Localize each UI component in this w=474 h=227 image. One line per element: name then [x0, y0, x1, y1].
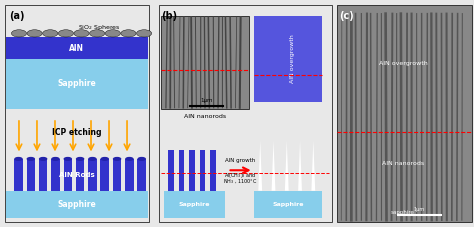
Bar	[337, 5, 472, 222]
Circle shape	[51, 157, 60, 161]
Polygon shape	[311, 141, 315, 191]
Circle shape	[88, 157, 97, 161]
Bar	[210, 150, 216, 191]
Circle shape	[43, 30, 58, 37]
Bar	[179, 150, 184, 191]
Bar	[6, 191, 148, 218]
Bar	[189, 150, 195, 191]
Text: SiO$_2$ Spheres: SiO$_2$ Spheres	[78, 23, 121, 32]
Text: sapphire: sapphire	[391, 210, 415, 215]
Text: (c): (c)	[339, 11, 354, 21]
Text: AlN overgrowth: AlN overgrowth	[290, 35, 295, 83]
Circle shape	[121, 30, 136, 37]
Bar	[168, 150, 174, 191]
Bar	[39, 159, 47, 191]
Text: AlN overgrowth: AlN overgrowth	[379, 61, 427, 66]
Circle shape	[74, 30, 89, 37]
Bar	[88, 159, 97, 191]
Bar	[5, 5, 149, 222]
Polygon shape	[258, 141, 262, 191]
Circle shape	[90, 30, 105, 37]
Text: AlN Rods: AlN Rods	[59, 172, 95, 178]
Circle shape	[11, 30, 27, 37]
Text: Sapphire: Sapphire	[57, 200, 96, 209]
Circle shape	[105, 30, 120, 37]
Bar	[51, 159, 60, 191]
Bar	[76, 159, 84, 191]
Polygon shape	[285, 141, 289, 191]
Text: Al(CH$_3$)$_3$ and: Al(CH$_3$)$_3$ and	[224, 171, 256, 180]
Text: AlN growth: AlN growth	[225, 158, 255, 163]
Circle shape	[137, 30, 152, 37]
Circle shape	[100, 157, 109, 161]
Bar	[6, 37, 148, 59]
Circle shape	[125, 157, 134, 161]
Text: AlN nanorods: AlN nanorods	[184, 114, 226, 118]
Circle shape	[58, 30, 73, 37]
Text: Sapphire: Sapphire	[272, 202, 304, 207]
Text: AlN nanorods: AlN nanorods	[382, 161, 424, 166]
Circle shape	[14, 157, 23, 161]
Bar	[254, 16, 322, 102]
Circle shape	[113, 157, 121, 161]
Circle shape	[39, 157, 47, 161]
Bar	[137, 159, 146, 191]
Circle shape	[76, 157, 84, 161]
Text: AlN: AlN	[69, 44, 84, 53]
Bar	[100, 159, 109, 191]
Circle shape	[64, 157, 72, 161]
Text: NH$_3$ , 1100°C: NH$_3$ , 1100°C	[223, 177, 257, 186]
Circle shape	[137, 157, 146, 161]
Bar	[14, 159, 23, 191]
Bar	[254, 191, 322, 218]
Bar	[161, 16, 249, 109]
Text: 1μm: 1μm	[200, 98, 212, 103]
Bar	[113, 159, 121, 191]
Bar	[64, 159, 72, 191]
Text: Sapphire: Sapphire	[57, 79, 96, 89]
Bar	[159, 5, 332, 222]
Bar	[200, 150, 205, 191]
Text: (a): (a)	[9, 11, 25, 21]
Text: ICP etching: ICP etching	[52, 128, 101, 137]
Circle shape	[27, 30, 42, 37]
Polygon shape	[272, 141, 275, 191]
Bar	[125, 159, 134, 191]
Bar	[27, 159, 35, 191]
Polygon shape	[298, 141, 302, 191]
Text: 1μm: 1μm	[414, 207, 425, 212]
Text: (b): (b)	[161, 11, 177, 21]
Text: Sapphire: Sapphire	[179, 202, 210, 207]
Bar	[164, 191, 225, 218]
Bar	[6, 59, 148, 109]
Circle shape	[27, 157, 35, 161]
